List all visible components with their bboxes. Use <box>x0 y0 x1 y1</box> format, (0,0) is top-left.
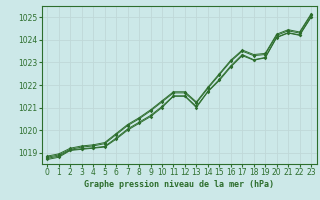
X-axis label: Graphe pression niveau de la mer (hPa): Graphe pression niveau de la mer (hPa) <box>84 180 274 189</box>
